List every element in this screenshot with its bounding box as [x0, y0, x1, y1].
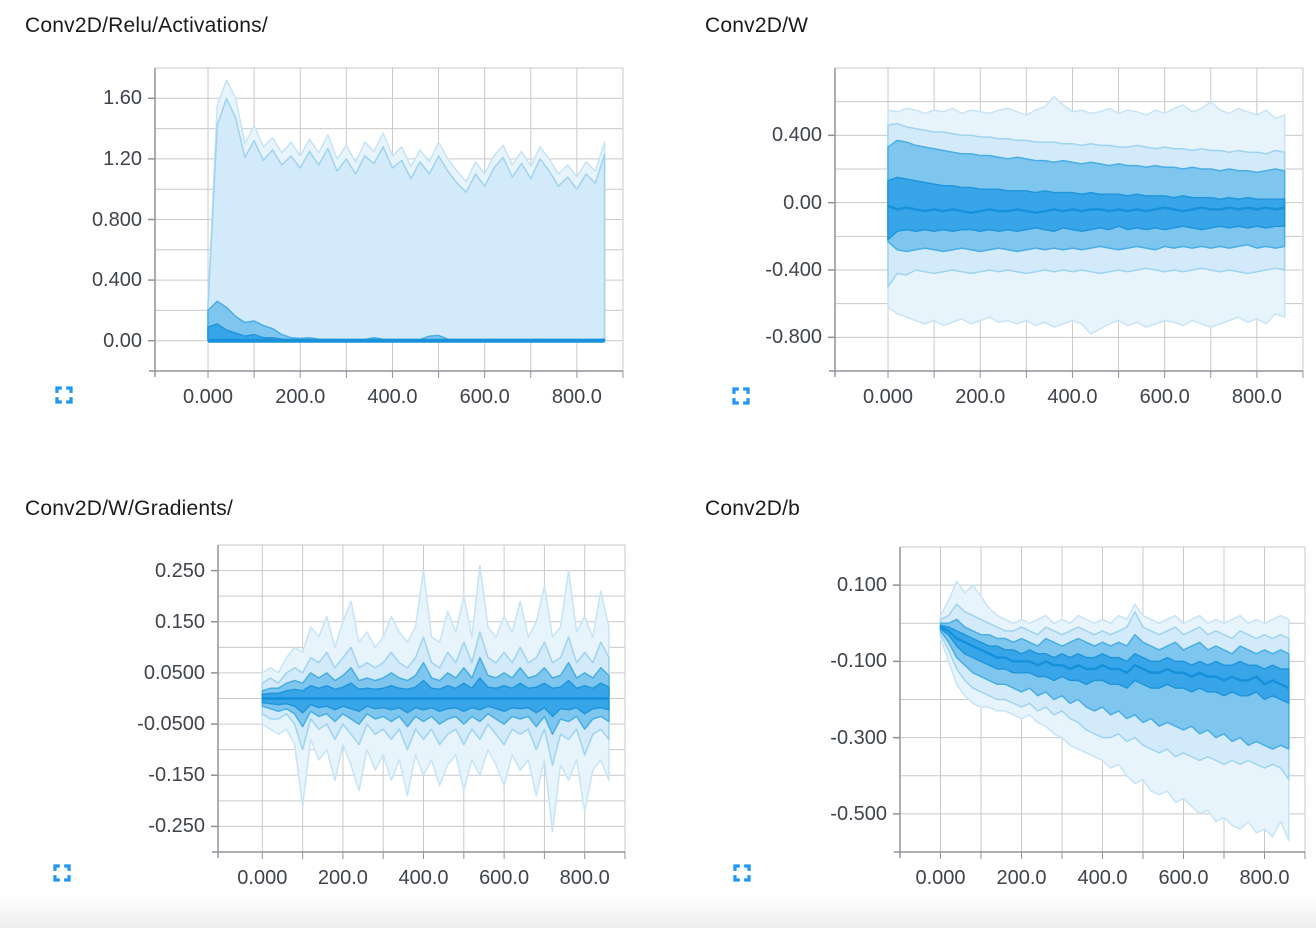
- expand-icon: [733, 864, 751, 882]
- expand-button[interactable]: [50, 381, 78, 409]
- x-tick-label: 0.000: [915, 867, 966, 889]
- y-tick-label: 0.800: [91, 208, 142, 231]
- x-tick-label: 0.000: [237, 867, 288, 889]
- median-line: [939, 625, 1290, 690]
- percentile-bands: [207, 79, 606, 342]
- y-tick-label: -0.800: [765, 326, 822, 349]
- percentile-bands: [887, 95, 1286, 335]
- y-tick-label: 1.20: [103, 147, 142, 170]
- expand-button[interactable]: [48, 859, 76, 887]
- distribution-chart-card-activations: Conv2D/Relu/Activations/ 0.000 200.0 400.0…: [0, 0, 658, 464]
- x-tick-label: 600.0: [1158, 867, 1209, 889]
- x-tick-label: 200.0: [275, 386, 326, 408]
- x-tick-label: 400.0: [367, 386, 418, 408]
- expand-button[interactable]: [727, 382, 755, 410]
- expand-icon: [55, 386, 73, 404]
- x-tick-label: 400.0: [1077, 867, 1128, 889]
- distribution-chart-card-weights: Conv2D/W 0.000 200.0 400.0 600.0 800.0 0.400…: [658, 0, 1316, 464]
- distribution-plot[interactable]: [893, 546, 1306, 859]
- x-tick-label: 800.0: [551, 386, 602, 408]
- y-tick-label: -0.300: [830, 726, 887, 749]
- y-tick-label: 0.250: [154, 559, 205, 582]
- distribution-chart-card-bias: Conv2D/b 0.000 200.0 400.0 600.0 800.0 0.100…: [658, 464, 1316, 928]
- x-tick-label: 0.000: [182, 386, 234, 408]
- chart-title: Conv2D/W/Gradients/: [25, 497, 234, 520]
- y-tick-label: -0.500: [830, 802, 887, 825]
- percentile-bands: [939, 580, 1290, 842]
- chart-title: Conv2D/Relu/Activations/: [25, 14, 268, 37]
- x-tick-label: 0.000: [862, 386, 914, 408]
- distribution-plot[interactable]: [148, 67, 624, 378]
- median-line: [887, 204, 1285, 215]
- x-tick-label: 800.0: [1231, 386, 1282, 408]
- y-tick-label: -0.250: [148, 815, 205, 838]
- y-tick-label: 0.150: [154, 610, 205, 633]
- y-tick-label: 0.0500: [143, 661, 205, 684]
- plot-area: 0.000 200.0 400.0 600.0 800.0 0.100 -0.100 -0.…: [830, 546, 1306, 889]
- y-tick-label: 0.100: [836, 574, 887, 597]
- plot-area: 0.000 200.0 400.0 600.0 800.0 0.400 0.00 -0.40…: [765, 67, 1304, 408]
- chart-title: Conv2D/W: [705, 14, 809, 37]
- x-tick-label: 600.0: [459, 386, 510, 408]
- y-tick-label: -0.100: [830, 650, 887, 673]
- x-tick-label: 600.0: [1139, 386, 1190, 408]
- x-tick-label: 800.0: [559, 867, 610, 889]
- expand-button[interactable]: [728, 859, 756, 887]
- x-tick-label: 200.0: [317, 867, 368, 889]
- y-tick-label: -0.150: [148, 764, 205, 787]
- x-tick-label: 200.0: [996, 867, 1047, 889]
- y-tick-label: -0.400: [765, 259, 822, 281]
- y-tick-label: 0.00: [783, 191, 822, 214]
- distribution-plot[interactable]: [828, 67, 1304, 378]
- x-tick-label: 800.0: [1239, 867, 1290, 889]
- chart-title: Conv2D/b: [705, 497, 800, 520]
- y-tick-label: 1.60: [103, 87, 142, 110]
- plot-area: 0.000 200.0 400.0 600.0 800.0 1.60 1.20 0.800 0…: [92, 67, 624, 408]
- x-tick-label: 400.0: [1047, 386, 1098, 408]
- expand-icon: [53, 864, 71, 882]
- x-tick-label: 600.0: [479, 867, 530, 889]
- x-tick-label: 400.0: [398, 867, 449, 889]
- y-tick-label: 0.400: [771, 124, 822, 147]
- distribution-chart-card-gradients: Conv2D/W/Gradients/ 0.000 200.0 400.0 600.0…: [0, 464, 658, 928]
- x-tick-label: 200.0: [955, 386, 1006, 408]
- plot-area: 0.000 200.0 400.0 600.0 800.0 0.250 0.150 0.05…: [137, 544, 626, 889]
- y-tick-label: -0.0500: [137, 713, 205, 736]
- y-tick-label: 0.00: [103, 329, 142, 352]
- expand-icon: [732, 387, 750, 405]
- distribution-plot[interactable]: [211, 544, 626, 859]
- y-tick-label: 0.400: [91, 269, 142, 292]
